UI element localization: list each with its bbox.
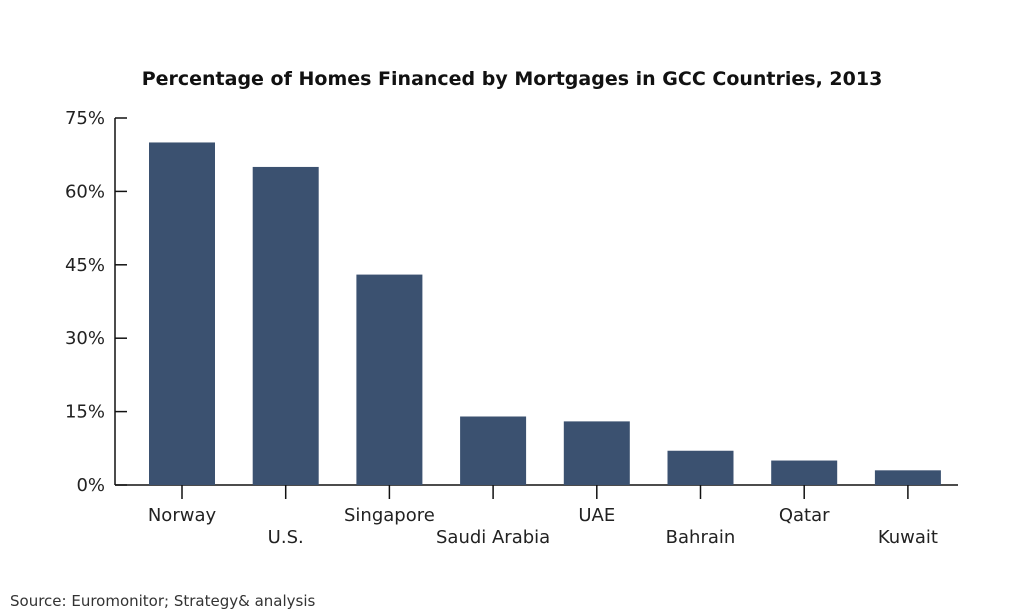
bar-norway — [149, 142, 215, 485]
y-tick-label: 45% — [65, 255, 105, 276]
bar-qatar — [771, 460, 838, 485]
bars-group — [149, 142, 941, 485]
x-tick-label: U.S. — [268, 527, 304, 548]
y-tick-label: 75% — [65, 108, 105, 129]
x-tick-label: Kuwait — [878, 527, 938, 548]
bar-saudi-arabia — [460, 416, 527, 485]
x-tick-label: Singapore — [344, 505, 435, 526]
y-tick-label: 30% — [65, 328, 105, 349]
bar-bahrain — [667, 450, 734, 485]
x-tick-label: UAE — [578, 505, 615, 526]
y-tick-label: 15% — [65, 402, 105, 423]
bar-kuwait — [874, 470, 941, 485]
y-tick-label: 0% — [76, 475, 105, 496]
bar-uae — [563, 421, 630, 485]
x-tick-label: Norway — [148, 505, 217, 526]
chart-title: Percentage of Homes Financed by Mortgage… — [142, 68, 883, 90]
source-note: Source: Euromonitor; Strategy& analysis — [10, 592, 316, 610]
x-tick-label: Saudi Arabia — [436, 527, 550, 548]
y-tick-label: 60% — [65, 181, 105, 202]
y-axis: 0% 15% 30% 45% 60% 75% — [65, 108, 127, 496]
bar-u-s — [252, 166, 319, 485]
x-tick-label: Bahrain — [666, 527, 736, 548]
x-axis — [115, 484, 958, 499]
bar-singapore — [356, 274, 423, 485]
x-tick-label: Qatar — [779, 505, 830, 526]
